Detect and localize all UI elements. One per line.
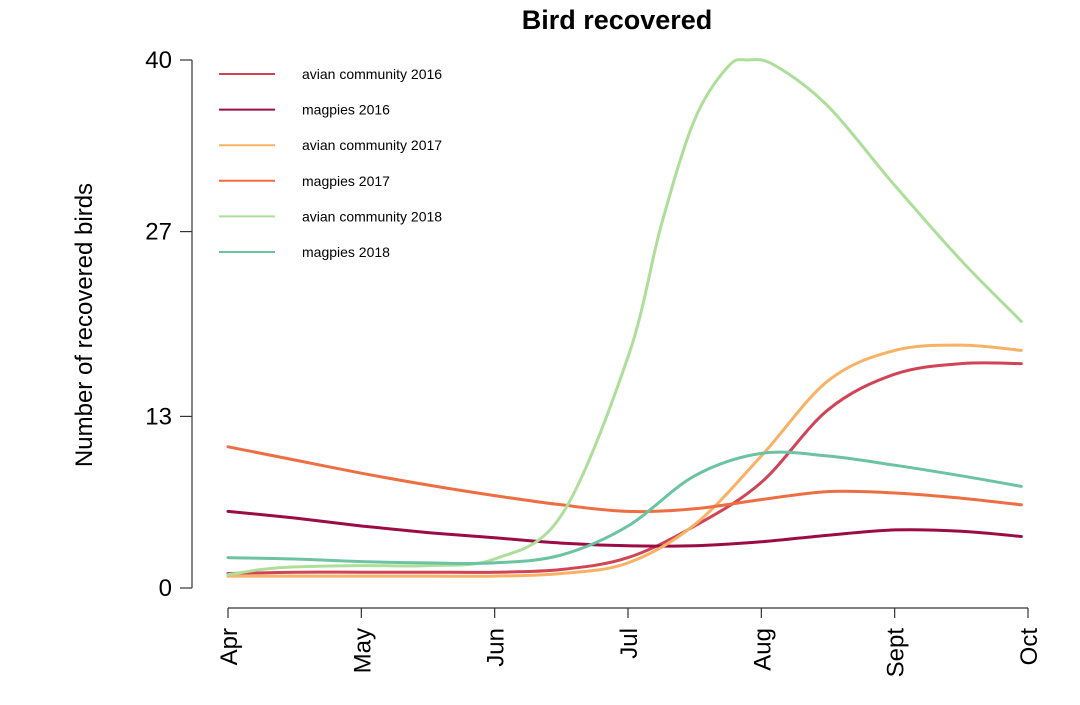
series-line-avian-community-2017 <box>226 343 1023 578</box>
y-tick-label: 13 <box>145 403 172 430</box>
legend-label: magpies 2018 <box>302 244 390 260</box>
axes-layer: 0 13 27 40 Apr May Jun Jul Aug Sept Oct <box>145 47 1043 677</box>
series-line-avian-community-2016 <box>226 361 1023 575</box>
series-line-magpies-2018 <box>226 450 1023 566</box>
x-tick-label: May <box>349 628 376 673</box>
legend: avian community 2016 magpies 2016 avian co… <box>219 66 442 260</box>
x-tick-label: Sept <box>883 628 910 678</box>
legend-label: magpies 2017 <box>302 173 390 189</box>
legend-label: avian community 2017 <box>302 137 442 153</box>
x-tick-label: Apr <box>216 628 243 665</box>
series-layer <box>226 58 1023 578</box>
series-line-magpies-2017 <box>226 445 1023 514</box>
legend-label: avian community 2018 <box>302 208 442 224</box>
chart-title: Bird recovered <box>522 5 713 35</box>
x-tick-label: Jul <box>616 628 643 659</box>
x-tick-label: Oct <box>1016 628 1043 666</box>
y-tick-label: 0 <box>159 575 172 602</box>
x-tick-label: Aug <box>749 628 776 671</box>
y-tick-label: 27 <box>145 219 172 246</box>
series-line-magpies-2016 <box>226 509 1023 548</box>
y-tick-label: 40 <box>145 47 172 74</box>
y-axis-label: Number of recovered birds <box>71 183 98 467</box>
legend-label: avian community 2016 <box>302 66 442 82</box>
series-line-avian-community-2018 <box>226 58 1023 577</box>
legend-label: magpies 2016 <box>302 102 390 118</box>
x-tick-label: Jun <box>483 628 510 667</box>
